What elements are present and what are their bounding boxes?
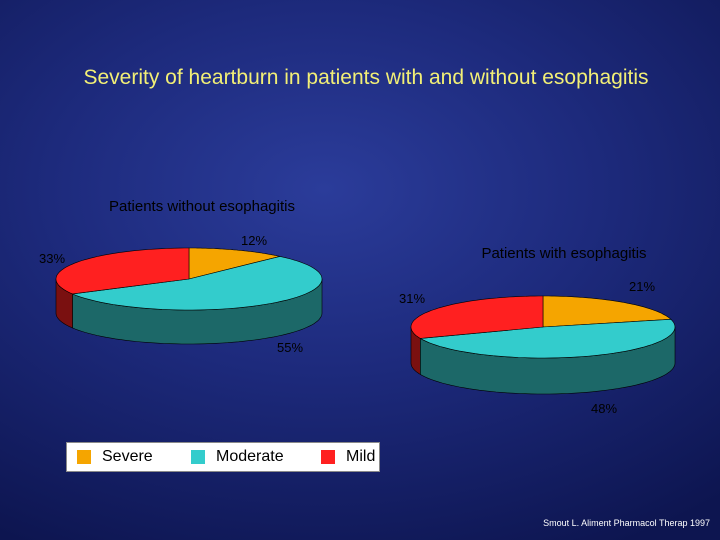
- legend-label-mild: Mild: [346, 448, 376, 465]
- legend: Severe Moderate Mild: [66, 442, 380, 472]
- legend-label-moderate: Moderate: [216, 448, 284, 465]
- chart-2-severe-label: 21%: [629, 279, 655, 294]
- pie-chart-without-esophagitis: [55, 247, 323, 345]
- chart-2-moderate-label: 48%: [591, 401, 617, 416]
- pie-2-slice-mild: [410, 295, 544, 339]
- legend-item-mild: Mild: [321, 443, 375, 471]
- chart-1-mild-label: 33%: [39, 251, 65, 266]
- source-citation: Smout L. Aliment Pharmacol Therap 1997: [543, 518, 710, 528]
- pie-2-slice-moderate: [419, 318, 676, 359]
- chart-1-moderate-label: 55%: [277, 340, 303, 355]
- pie-2-slice-severe: [542, 295, 672, 328]
- pie-1-slice-moderate: [71, 256, 323, 311]
- legend-swatch-mild: [321, 450, 335, 464]
- legend-swatch-severe: [77, 450, 91, 464]
- chart-1-severe-label: 12%: [241, 233, 267, 248]
- pie-chart-with-esophagitis: [410, 295, 676, 395]
- chart-2-title: Patients with esophagitis: [481, 245, 646, 262]
- pie-1-slice-severe: [188, 247, 281, 280]
- legend-swatch-moderate: [191, 450, 205, 464]
- chart-2-mild-label: 31%: [399, 291, 425, 306]
- slide-title: Severity of heartburn in patients with a…: [83, 66, 649, 89]
- legend-item-severe: Severe: [77, 443, 153, 471]
- pie-1-slice-mild: [55, 247, 190, 295]
- chart-1-title: Patients without esophagitis: [109, 198, 295, 215]
- legend-label-severe: Severe: [102, 448, 153, 465]
- legend-item-moderate: Moderate: [191, 443, 284, 471]
